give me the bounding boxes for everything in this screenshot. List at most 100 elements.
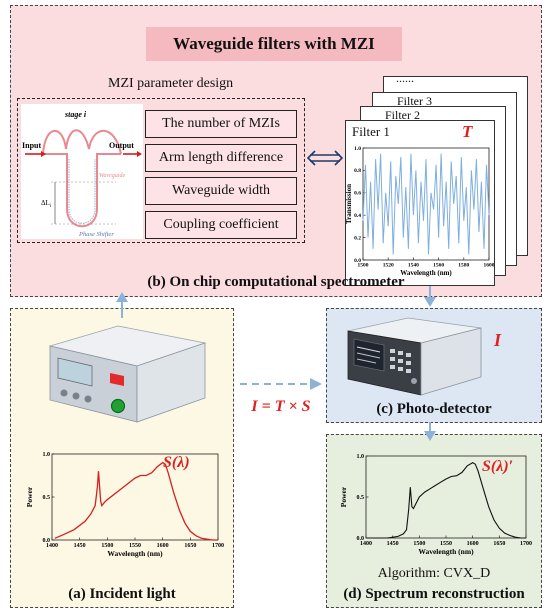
series-line: [362, 153, 490, 255]
x-tick-label: 1550: [440, 541, 452, 547]
x-tick-label: 1700: [520, 541, 532, 547]
y-tick-label: 1.0: [357, 454, 365, 460]
detector-key: [398, 351, 403, 355]
light-source-device: [48, 325, 207, 423]
filter-3-label: Filter 3: [397, 94, 432, 108]
x-tick-label: 1400: [360, 541, 372, 547]
input-arrowhead: [41, 151, 46, 157]
detector-key: [390, 349, 395, 353]
x-axis-label: Wavelength (nm): [418, 547, 474, 556]
device-green-button: [110, 398, 126, 414]
caption-b: (b) On chip computational spectrometer: [147, 274, 405, 290]
device-knob-3: [84, 395, 92, 403]
param-number-of-mzis: The number of MZIs: [145, 110, 297, 138]
x-axis-label: Wavelength (nm): [400, 269, 452, 277]
y-axis-label: Power: [339, 486, 348, 507]
device-knob-2: [72, 392, 80, 400]
arrow-a-to-b-head: [116, 292, 128, 302]
equation: I = T × S: [251, 398, 311, 415]
mzi-diagram: stage i Input Output Waveguide ΔLi Phase…: [21, 104, 143, 239]
banner-waveguide-filters: Waveguide filters with MZI: [146, 27, 402, 61]
mzi-heading: MZI parameter design: [108, 76, 234, 91]
y-tick-label: 0.0: [357, 536, 365, 542]
param-arm-length-difference: Arm length difference: [145, 144, 297, 172]
reconstructed-spectrum-chart: 1400 1450 1500 1550 1600 1650 1700 0.0 0.5 1.0 Wav…: [339, 454, 532, 556]
x-tick-label: 1500: [101, 543, 113, 549]
mzi-bottom-arm: [43, 153, 121, 228]
x-tick-label: 1650: [184, 543, 196, 549]
y-tick-label: 1.0: [354, 146, 361, 152]
x-tick-label: 1400: [46, 543, 58, 549]
symbol-s-lambda-prime: S(λ)′: [482, 458, 514, 475]
detector-key: [390, 365, 395, 369]
detector-screen: [353, 338, 385, 372]
x-tick-label: 1580: [458, 263, 469, 269]
panel-spectrum-reconstruction: [326, 434, 542, 608]
detector-key: [390, 357, 395, 361]
photo-detector-device: [347, 317, 482, 396]
symbol-i: I: [494, 330, 502, 350]
series-line: [366, 461, 526, 539]
detector-side: [420, 327, 482, 396]
mzi-waveguide-label: Waveguide: [99, 173, 125, 179]
x-tick-label: 1450: [74, 543, 86, 549]
x-tick-label: 1550: [129, 543, 141, 549]
x-tick-label: 1500: [358, 263, 369, 269]
x-tick-label: 1600: [157, 543, 169, 549]
y-tick-label: 1.0: [43, 452, 51, 458]
device-lcd: [57, 357, 93, 387]
filter-2-label: Filter 2: [385, 108, 420, 122]
param-waveguide-width: Waveguide width: [145, 177, 297, 205]
detector-key: [406, 369, 411, 373]
y-tick-label: 0.8: [354, 168, 361, 174]
mzi-stage-label: stage i: [64, 110, 87, 119]
plot-frame: [362, 147, 490, 261]
y-tick-label: 0.5: [357, 495, 365, 501]
x-tick-label: 1650: [493, 541, 505, 547]
mzi-output-label: Output: [109, 141, 134, 150]
arrow-c-to-d-head: [424, 431, 436, 441]
x-tick-label: 1700: [212, 543, 224, 549]
detector-keypad: [390, 349, 411, 373]
x-tick-label: 1450: [387, 541, 399, 547]
mzi-phase-shifter-label: Phase Shifter: [78, 231, 114, 238]
arrow-b-to-c-head: [424, 297, 436, 307]
mzi-input-label: Input: [22, 141, 41, 150]
param-coupling-coefficient: Coupling coefficient: [145, 211, 297, 239]
y-tick-label: 0.0: [43, 538, 51, 544]
filter-symbol-t: T: [462, 122, 473, 141]
delta-l-text: ΔL: [41, 199, 50, 207]
y-tick-label: 0.4: [354, 213, 361, 219]
device-red-button: [110, 373, 124, 386]
detector-screen-line-2: [356, 352, 381, 359]
mzi-design-box: [17, 98, 305, 243]
phase-shifter-line: [68, 159, 96, 224]
algorithm-label: Algorithm: CVX_D: [377, 566, 491, 581]
x-tick-label: 1520: [383, 263, 394, 269]
series-line: [54, 461, 218, 541]
arrow-a-to-c-head: [310, 378, 322, 390]
y-tick-label: 0.5: [43, 495, 51, 501]
y-axis-label: Transmission: [345, 184, 353, 224]
caption-d: (d) Spectrum reconstruction: [343, 586, 525, 602]
mzi-delta-label: ΔLi: [41, 199, 52, 209]
y-tick-label: 0.6: [354, 191, 361, 197]
detector-key: [398, 359, 403, 363]
device-side: [136, 342, 206, 423]
filter-dots: ......: [396, 71, 414, 85]
symbol-s-lambda: S(λ): [163, 454, 190, 471]
y-axis-label: Power: [25, 486, 34, 507]
caption-a: (a) Incident light: [68, 586, 176, 602]
banner-text: Waveguide filters with MZI: [173, 34, 375, 53]
filter-1-label: Filter 1: [352, 124, 390, 139]
x-tick-label: 1560: [433, 263, 444, 269]
double-arrow-left-head: [306, 150, 316, 166]
detector-port: [411, 378, 417, 384]
x-axis-label: Wavelength (nm): [107, 549, 163, 558]
x-tick-label: 1500: [413, 541, 425, 547]
detector-key: [406, 353, 411, 357]
double-arrow: [306, 150, 344, 166]
detector-screen-line-1: [356, 346, 381, 353]
source-spectrum-chart: 1400 1450 1500 1550 1600 1650 1700 0.0 0.5 1.0 Wav…: [25, 452, 224, 558]
